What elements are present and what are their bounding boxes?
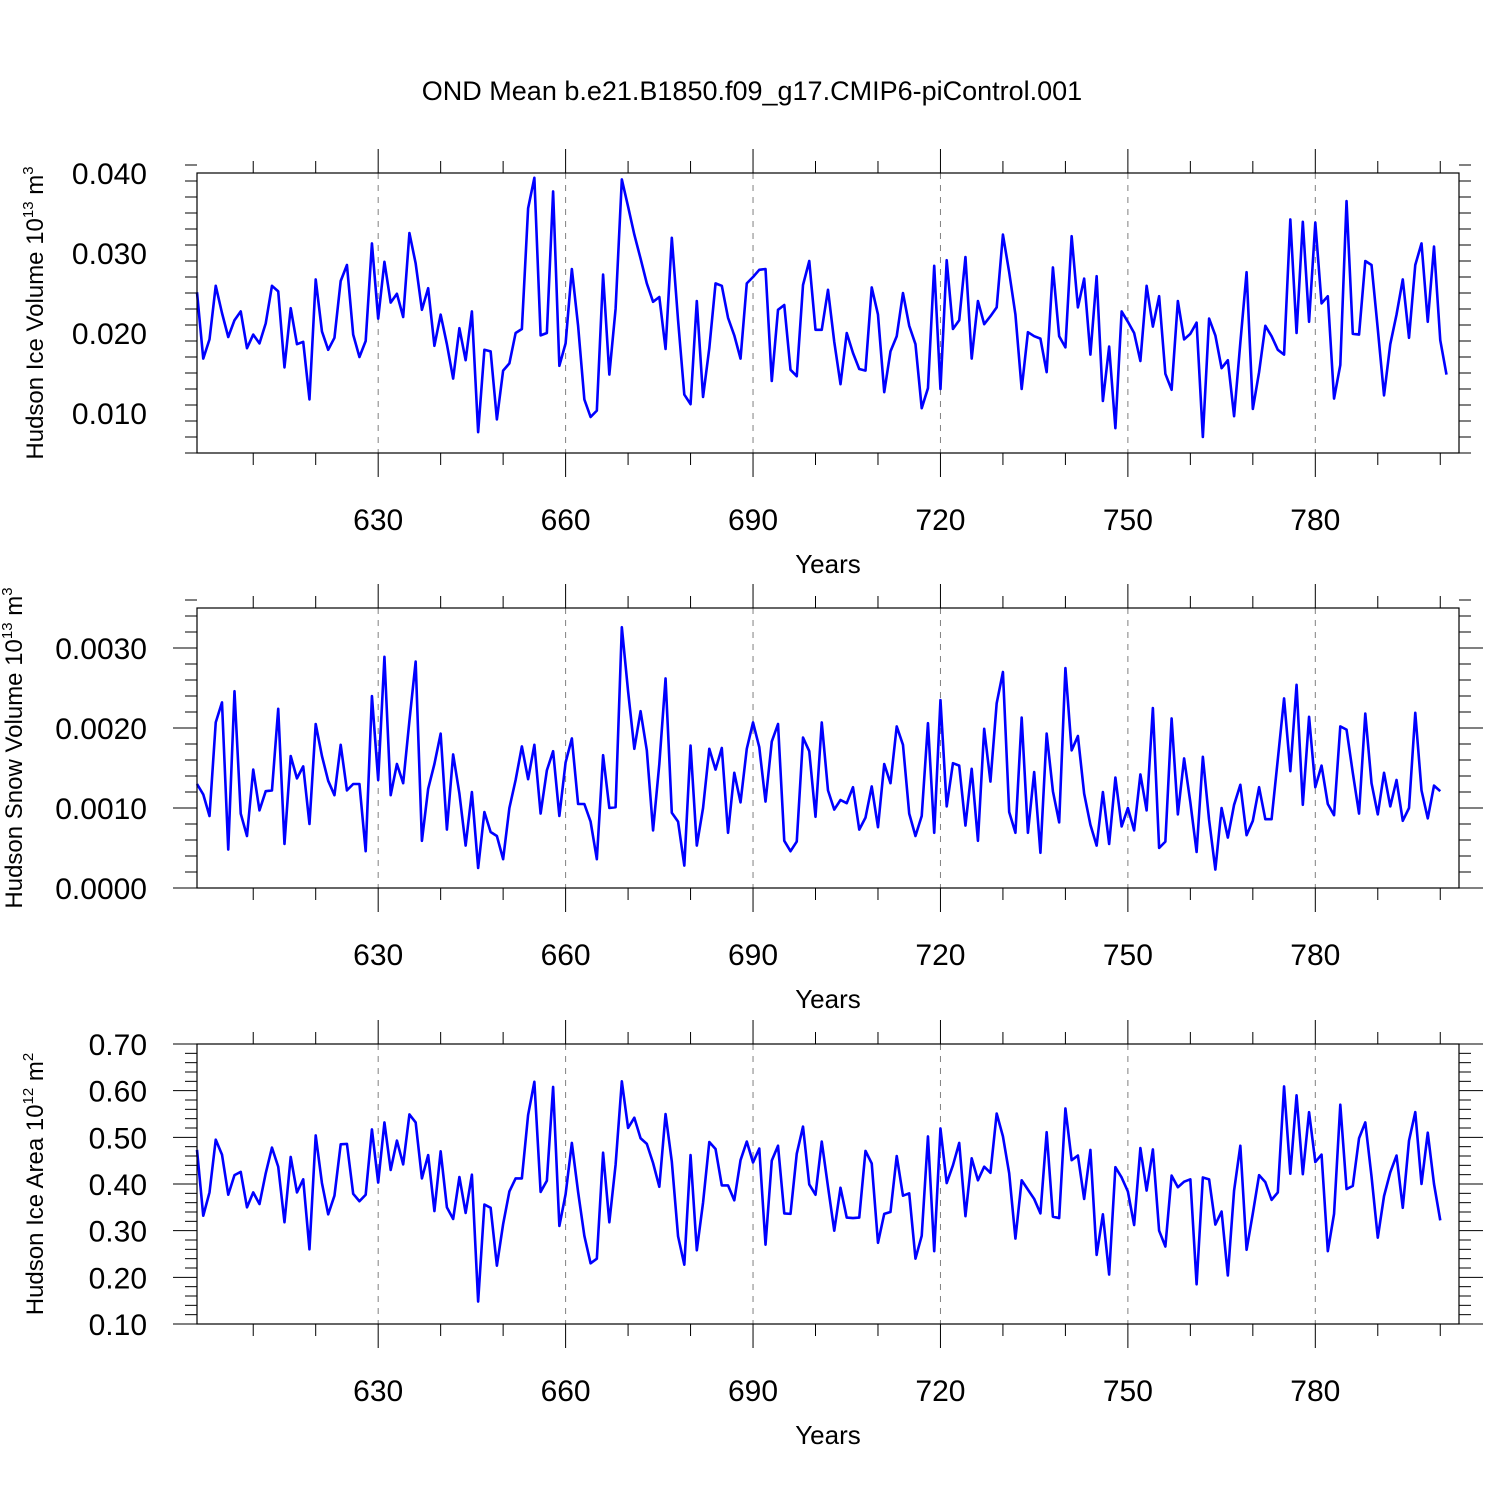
y-tick-label: 0.040: [72, 158, 147, 191]
y-axis-label: Hudson Snow Volume 1013 m3: [0, 587, 28, 908]
y-tick-label: 0.0030: [55, 633, 147, 666]
x-tick-label: 780: [1290, 504, 1340, 537]
x-tick-label: 690: [728, 939, 778, 972]
y-axis-label-text: Hudson Ice Area 10: [22, 1104, 49, 1315]
x-tick-label: 690: [728, 504, 778, 537]
panel-ice-area: 0.10 0.20 0.30 0.40 0.50 0.60 0.70 630 660 690 720…: [20, 1020, 1483, 1450]
x-tick-label: 750: [1103, 939, 1153, 972]
y-tick-label: 0.0000: [55, 873, 147, 906]
x-tick-label: 630: [353, 1375, 403, 1408]
y-axis-label-exponent: 12: [20, 1088, 37, 1105]
x-tick-label: 780: [1290, 939, 1340, 972]
y-axis-label-unit: m: [1, 596, 28, 623]
x-tick-label: 750: [1103, 1375, 1153, 1408]
y-tick-label: 0.40: [89, 1169, 147, 1202]
x-tick-label: 690: [728, 1375, 778, 1408]
x-tick-label: 720: [915, 504, 965, 537]
y-axis-label-unit: m: [22, 175, 49, 202]
x-tick-label: 660: [541, 504, 591, 537]
x-axis-label: Years: [795, 1420, 861, 1450]
x-tick-label: 750: [1103, 504, 1153, 537]
series-line: [195, 1080, 1442, 1303]
y-tick-label: 0.030: [72, 238, 147, 271]
y-tick-label: 0.0020: [55, 713, 147, 746]
x-tick-label: 780: [1290, 1375, 1340, 1408]
x-tick-label: 720: [915, 939, 965, 972]
series-line: [195, 176, 1448, 439]
y-axis-label-unit-exponent: 3: [0, 587, 16, 595]
y-tick-label: 0.010: [72, 398, 147, 431]
y-axis-label-text: Hudson Ice Volume 10: [22, 218, 49, 460]
x-axis-label: Years: [795, 549, 861, 579]
y-axis-label-unit-exponent: 2: [20, 1053, 37, 1061]
y-axis-label-unit-exponent: 3: [20, 166, 37, 174]
panel-ice-volume: 0.010 0.020 0.030 0.040 630 660 690 720 750 780 Ye…: [20, 149, 1471, 579]
panel-snow-volume: 0.0000 0.0010 0.0020 0.0030 630 660 690 720 750 7…: [0, 584, 1483, 1014]
x-tick-label: 660: [541, 939, 591, 972]
y-axis-label: Hudson Ice Volume 1013 m3: [20, 166, 49, 459]
y-axis-label-text: Hudson Snow Volume 10: [1, 639, 28, 909]
x-tick-label: 630: [353, 939, 403, 972]
chart-title: OND Mean b.e21.B1850.f09_g17.CMIP6-piCon…: [422, 76, 1082, 106]
y-axis-label-exponent: 13: [20, 201, 37, 218]
plot-frame: [196, 607, 1460, 889]
panels: 0.010 0.020 0.030 0.040 630 660 690 720 750 780 Ye…: [0, 149, 1483, 1450]
y-tick-label: 0.60: [89, 1076, 147, 1109]
y-axis-label-unit: m: [22, 1061, 49, 1088]
x-axis-label: Years: [795, 984, 861, 1014]
y-tick-label: 0.70: [89, 1029, 147, 1062]
y-axis-label-exponent: 13: [0, 622, 16, 639]
x-tick-label: 660: [541, 1375, 591, 1408]
y-tick-label: 0.0010: [55, 793, 147, 826]
x-tick-label: 630: [353, 504, 403, 537]
y-axis-label: Hudson Ice Area 1012 m2: [20, 1053, 49, 1316]
y-tick-label: 0.10: [89, 1309, 147, 1342]
y-tick-label: 0.020: [72, 318, 147, 351]
plot-frame: [196, 172, 1460, 454]
x-tick-label: 720: [915, 1375, 965, 1408]
y-tick-label: 0.50: [89, 1122, 147, 1155]
y-tick-label: 0.20: [89, 1262, 147, 1295]
y-tick-label: 0.30: [89, 1216, 147, 1249]
series-line: [195, 625, 1442, 871]
